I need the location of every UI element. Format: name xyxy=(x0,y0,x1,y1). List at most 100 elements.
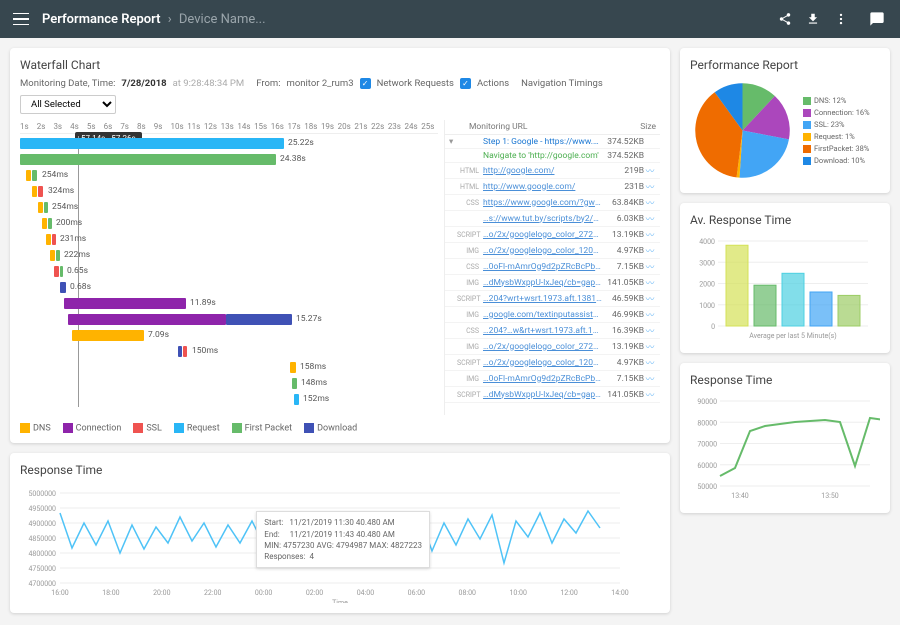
waterfall-chart: 1s2s3s4s5s6s7s8s9s10s11s12s13s14s15s16s1… xyxy=(20,120,445,415)
waterfall-row[interactable]: 24.38s xyxy=(20,152,438,167)
pie-legend: DNS: 12%Connection: 16%SSL: 23%Request: … xyxy=(803,95,870,167)
th-url: Monitoring URL xyxy=(469,122,611,132)
response-time-small-card: Response Time 90000800007000060000500001… xyxy=(680,363,890,513)
download-icon[interactable] xyxy=(800,6,826,32)
svg-text:4800000: 4800000 xyxy=(28,550,56,558)
waterfall-table: Monitoring URL Size ▾Step 1: Google - ht… xyxy=(445,120,660,415)
avg-response-chart: 40003000200010000Average per last 5 Minu… xyxy=(690,233,880,343)
pie-title: Performance Report xyxy=(690,58,880,72)
table-row[interactable]: IMG…google.com/textinputassistant/tia.pn… xyxy=(445,307,660,323)
table-row[interactable]: SCRIPT…o/2x/googlelogo_color_272x92dp.pn… xyxy=(445,227,660,243)
waterfall-row[interactable]: 150ms xyxy=(20,344,438,359)
avg-response-card: Av. Response Time 40003000200010000Avera… xyxy=(680,203,890,353)
svg-text:50000: 50000 xyxy=(697,483,717,491)
waterfall-row[interactable]: 0.68s xyxy=(20,280,438,295)
topbar: Performance Report › Device Name... xyxy=(0,0,900,38)
cb-network-label: Network Requests xyxy=(377,78,454,89)
svg-text:20:00: 20:00 xyxy=(153,589,170,597)
table-row[interactable]: HTMLhttp://www.google.com/231B〰 xyxy=(445,179,660,195)
table-row[interactable]: CSS…0oFl-mAmrOg9d2pZRcBcPbocbnz6iNg7.15K… xyxy=(445,259,660,275)
waterfall-row[interactable]: 25.22s xyxy=(20,136,438,151)
response-time-tooltip: Start: 11/21/2019 11:30 40.480 AM End: 1… xyxy=(256,511,430,568)
checkbox-actions[interactable]: ✓ xyxy=(460,78,471,89)
waterfall-row[interactable]: 0.65s xyxy=(20,264,438,279)
pie-card: Performance Report DNS: 12%Connection: 1… xyxy=(680,48,890,193)
waterfall-row[interactable]: 148ms xyxy=(20,376,438,391)
waterfall-row[interactable]: 254ms xyxy=(20,200,438,215)
chat-icon[interactable] xyxy=(864,6,890,32)
waterfall-row[interactable]: 222ms xyxy=(20,248,438,263)
table-row[interactable]: IMG…o/2x/googlelogo_color_120x44dp.png4.… xyxy=(445,243,660,259)
table-row[interactable]: CSShttps://www.google.com/?gws_rd=ssl63.… xyxy=(445,195,660,211)
svg-text:14:00: 14:00 xyxy=(611,589,628,597)
waterfall-row[interactable]: 152ms xyxy=(20,392,438,407)
svg-text:4900000: 4900000 xyxy=(28,520,56,528)
response-time-chart: 5000000 4950000 4900000 4850000 4800000 47500… xyxy=(20,483,660,603)
svg-text:4750000: 4750000 xyxy=(28,565,56,573)
table-row[interactable]: CSS…204?…w&rt+wsrt.1973.aft.1381.prt.396… xyxy=(445,323,660,339)
waterfall-title: Waterfall Chart xyxy=(20,58,660,72)
checkbox-network[interactable]: ✓ xyxy=(360,78,371,89)
waterfall-row[interactable]: 7.09s xyxy=(20,328,438,343)
svg-text:80000: 80000 xyxy=(697,419,717,427)
page-title: Performance Report xyxy=(42,12,161,27)
svg-text:Time: Time xyxy=(332,599,348,603)
nav-label: Navigation Timings xyxy=(521,78,603,89)
table-row[interactable]: Navigate to 'http://google.com'374.52KB xyxy=(445,149,660,163)
share-icon[interactable] xyxy=(772,6,798,32)
menu-icon[interactable] xyxy=(10,8,32,30)
th-size: Size xyxy=(611,122,656,132)
waterfall-legend: DNSConnectionSSLRequestFirst PacketDownl… xyxy=(20,423,660,433)
svg-text:0: 0 xyxy=(711,323,715,331)
svg-text:04:00: 04:00 xyxy=(357,589,374,597)
svg-text:02:00: 02:00 xyxy=(306,589,323,597)
svg-text:22:00: 22:00 xyxy=(204,589,221,597)
svg-text:13:40: 13:40 xyxy=(731,492,748,500)
nav-select[interactable]: All Selected xyxy=(20,95,116,114)
table-row[interactable]: …s://www.tut.by/scripts/by2/xgemius.js6.… xyxy=(445,211,660,227)
table-row[interactable]: IMG…0oFl-mAmrOg9d2pZRcBcPbocbnz6iNg7.15K… xyxy=(445,371,660,387)
svg-text:18:00: 18:00 xyxy=(102,589,119,597)
breadcrumb: Device Name... xyxy=(179,12,266,27)
svg-text:70000: 70000 xyxy=(697,441,717,449)
svg-text:1000: 1000 xyxy=(699,302,715,310)
waterfall-row[interactable]: 324ms xyxy=(20,184,438,199)
breadcrumb-sep: › xyxy=(165,12,175,27)
waterfall-card: Waterfall Chart Monitoring Date, Time: 7… xyxy=(10,48,670,443)
svg-text:90000: 90000 xyxy=(697,398,717,406)
svg-text:60000: 60000 xyxy=(697,462,717,470)
table-row[interactable]: ▾Step 1: Google - https://www.google.com… xyxy=(445,135,660,149)
table-row[interactable]: SCRIPT…dMysbWxppU-lxJeq/cb=gapi.loaded_0… xyxy=(445,387,660,403)
response-time-title: Response Time xyxy=(20,463,660,477)
table-row[interactable]: HTMLhttp://google.com/219B〰 xyxy=(445,163,660,179)
svg-text:Average per last 5 Minute(s): Average per last 5 Minute(s) xyxy=(749,332,836,340)
table-row[interactable]: SCRIPT…o/2x/googlelogo_color_120x44dp.pn… xyxy=(445,355,660,371)
time-value: at 9:28:48:34 PM xyxy=(173,78,245,89)
from-label: From: xyxy=(256,78,280,89)
waterfall-row[interactable]: 254ms xyxy=(20,168,438,183)
date-label: Monitoring Date, Time: xyxy=(20,78,115,89)
svg-text:13:50: 13:50 xyxy=(821,492,838,500)
date-value[interactable]: 7/28/2018 xyxy=(121,78,166,89)
from-value: monitor 2_rum3 xyxy=(287,78,354,89)
table-row[interactable]: IMG…dMysbWxppU-lxJeq/cb=gapi.loaded_0141… xyxy=(445,275,660,291)
svg-text:4850000: 4850000 xyxy=(28,535,56,543)
waterfall-row[interactable]: 231ms xyxy=(20,232,438,247)
svg-text:5000000: 5000000 xyxy=(28,490,56,498)
svg-text:4000: 4000 xyxy=(699,238,715,246)
response-time-card: Response Time 5000000 4950000 4900000 48500… xyxy=(10,453,670,613)
waterfall-row[interactable]: 11.89s xyxy=(20,296,438,311)
cb-actions-label: Actions xyxy=(477,78,509,89)
svg-text:10:00: 10:00 xyxy=(509,589,526,597)
table-row[interactable]: SCRIPT…204?wrt+wsrt.1973.aft.1381.prt.39… xyxy=(445,291,660,307)
svg-text:4700000: 4700000 xyxy=(28,580,56,588)
table-row[interactable]: IMG…o/2x/googlelogo_color_272x92dp.png13… xyxy=(445,339,660,355)
more-icon[interactable] xyxy=(828,6,854,32)
svg-text:2000: 2000 xyxy=(699,281,715,289)
waterfall-row[interactable]: 200ms xyxy=(20,216,438,231)
svg-text:4950000: 4950000 xyxy=(28,505,56,513)
avg-response-title: Av. Response Time xyxy=(690,213,880,227)
waterfall-row[interactable]: 15.27s xyxy=(20,312,438,327)
waterfall-row[interactable]: 158ms xyxy=(20,360,438,375)
waterfall-controls: Monitoring Date, Time: 7/28/2018 at 9:28… xyxy=(20,78,660,114)
